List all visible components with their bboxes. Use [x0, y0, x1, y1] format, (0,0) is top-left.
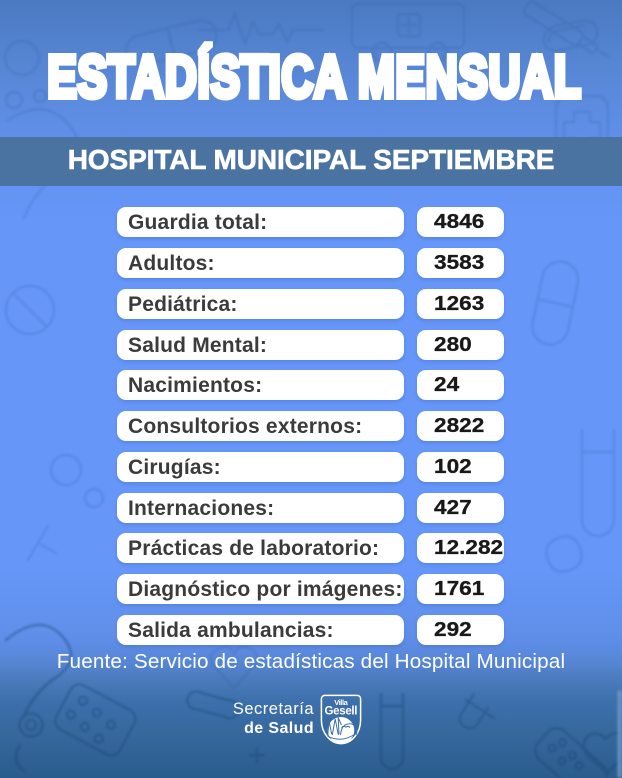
svg-text:Villa: Villa [334, 698, 348, 707]
svg-text:Gesell: Gesell [325, 706, 358, 718]
